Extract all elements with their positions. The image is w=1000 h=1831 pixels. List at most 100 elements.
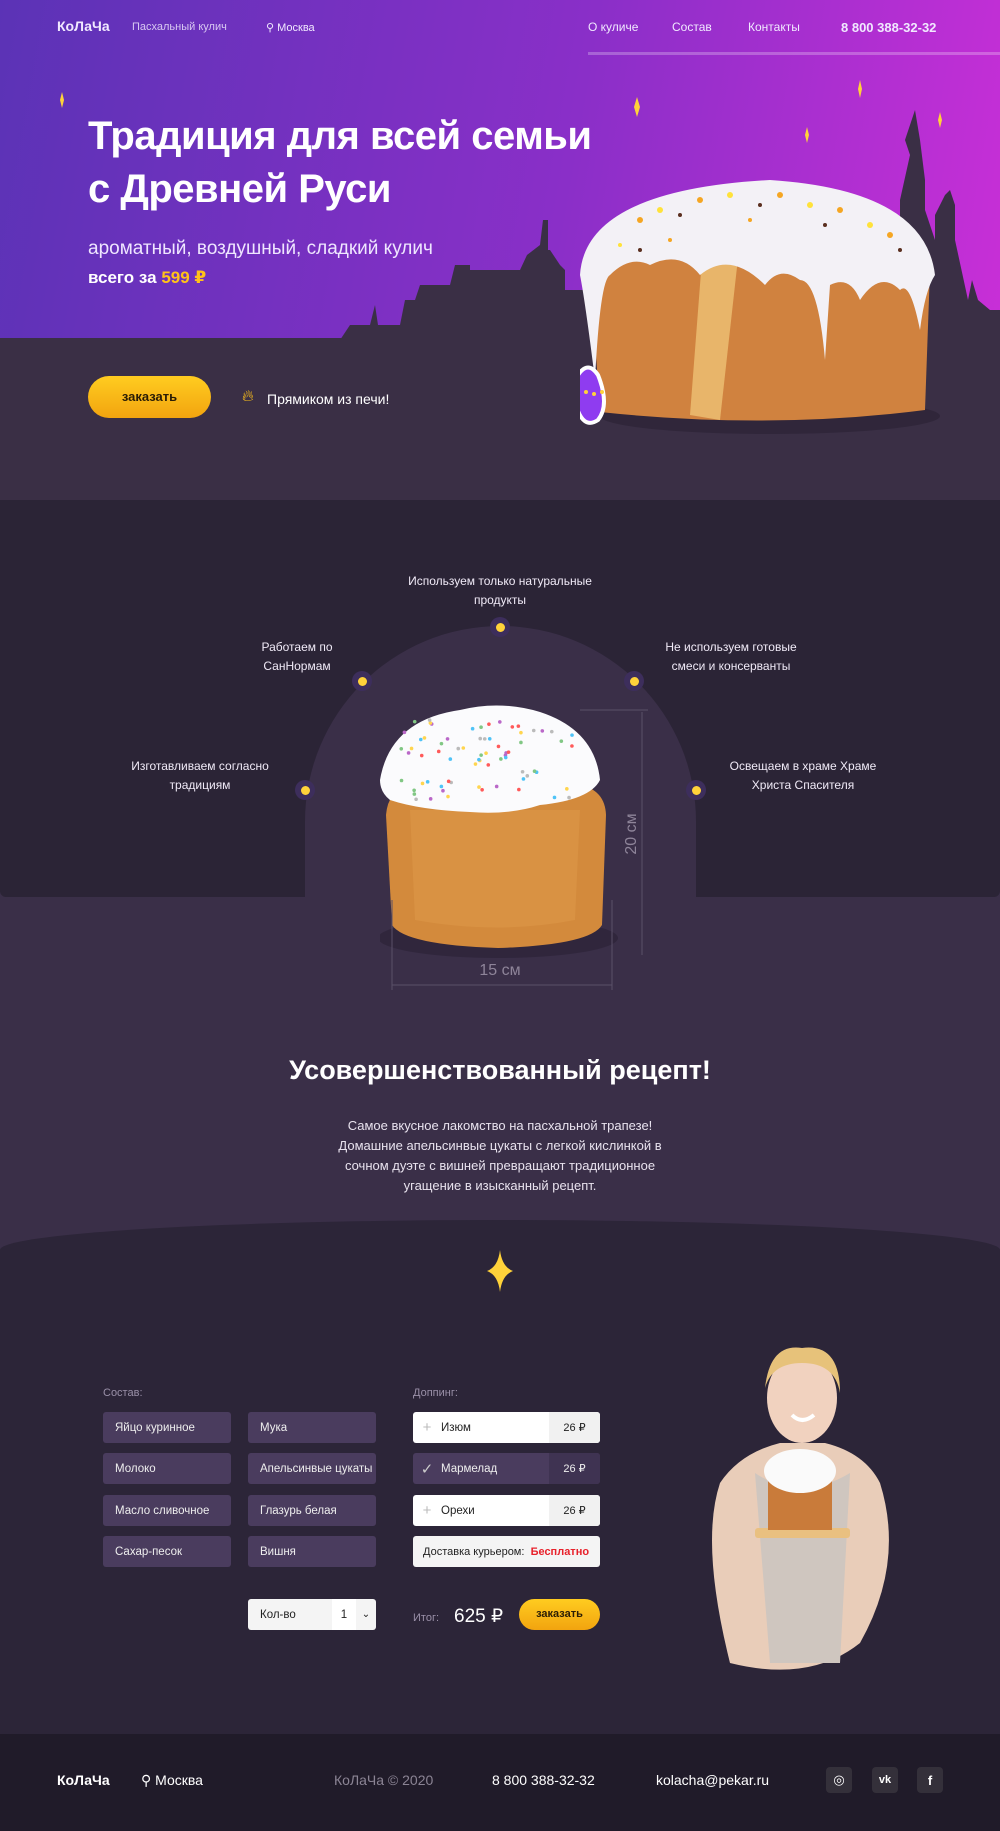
- facebook-icon[interactable]: f: [917, 1767, 943, 1793]
- sprinkle: [565, 787, 569, 791]
- sprinkle: [525, 774, 530, 778]
- hero-order-button[interactable]: заказать: [88, 376, 211, 418]
- ingredient-chip[interactable]: Сахар-песок: [103, 1536, 231, 1567]
- quantity-select[interactable]: Кол-во 1 ⌄: [248, 1599, 376, 1630]
- feature-dot: [686, 780, 706, 800]
- vk-icon[interactable]: vk: [872, 1767, 898, 1793]
- sprinkle: [436, 749, 441, 754]
- sprinkle: [559, 739, 564, 743]
- sprinkle: [487, 722, 491, 726]
- flame-icon: 🔥︎: [242, 388, 254, 405]
- feature-dot: [624, 671, 644, 691]
- sprinkle: [412, 788, 416, 793]
- feature-dot: [490, 617, 510, 637]
- sprinkle: [532, 769, 537, 774]
- sprinkle: [456, 746, 461, 751]
- sprinkle: [412, 719, 417, 724]
- sprinkle: [570, 733, 574, 737]
- sprinkle: [521, 777, 526, 781]
- topping-marmalade[interactable]: ✓ Мармелад 26 ₽: [413, 1453, 600, 1484]
- ingredients-label: Состав:: [103, 1387, 143, 1399]
- nav-about[interactable]: О куличе: [588, 20, 639, 34]
- tagline: Пасхальный кулич: [132, 21, 227, 33]
- sprinkle: [503, 755, 508, 760]
- topping-nuts[interactable]: + Орехи 26 ₽: [413, 1495, 600, 1526]
- topping-raisin[interactable]: + Изюм 26 ₽: [413, 1412, 600, 1443]
- order-button[interactable]: заказать: [519, 1599, 600, 1630]
- plus-icon: +: [422, 1419, 432, 1436]
- feature-dot: [295, 780, 315, 800]
- ingredient-chip[interactable]: Яйцо куринное: [103, 1412, 231, 1443]
- sprinkle: [402, 730, 407, 735]
- sprinkle: [419, 753, 424, 758]
- footer-phone[interactable]: 8 800 388-32-32: [492, 1772, 595, 1788]
- sprinkle: [487, 737, 492, 741]
- sprinkle: [473, 762, 478, 766]
- hero-kulich-image: [580, 180, 940, 434]
- sprinkle: [516, 724, 521, 728]
- location-pin-icon: ⚲: [141, 1772, 152, 1788]
- plus-icon: +: [422, 1502, 432, 1519]
- sprinkle: [531, 728, 536, 733]
- sprinkle: [506, 750, 511, 754]
- sprinkle: [428, 721, 433, 725]
- sprinkle: [519, 740, 523, 745]
- sprinkle: [486, 763, 491, 767]
- sprinkle: [418, 737, 423, 742]
- sprinkle: [412, 792, 417, 796]
- sprinkle: [567, 795, 571, 800]
- sprinkle: [422, 736, 427, 740]
- ingredient-chip[interactable]: Мука: [248, 1412, 376, 1443]
- footer-logo[interactable]: КоЛаЧа: [57, 1772, 110, 1788]
- ingredient-chip[interactable]: Глазурь белая: [248, 1495, 376, 1526]
- sprinkle: [517, 787, 521, 792]
- location-pin-icon: ⚲: [266, 22, 275, 34]
- feature-no-preservatives: Не используем готовые смеси и консервант…: [665, 640, 797, 673]
- sprinkle: [570, 744, 574, 748]
- sprinkle: [480, 787, 484, 792]
- ingredient-chip[interactable]: Масло сливочное: [103, 1495, 231, 1526]
- delivery-info: Доставка курьером: Бесплатно: [413, 1536, 600, 1567]
- city-selector[interactable]: ⚲ Москва: [266, 22, 315, 34]
- footer-email[interactable]: kolacha@pekar.ru: [656, 1772, 770, 1788]
- total-value: 625 ₽: [454, 1606, 504, 1627]
- sprinkle: [496, 744, 501, 749]
- logo[interactable]: КоЛаЧа: [57, 18, 110, 34]
- sprinkle: [477, 785, 481, 789]
- hero-subtitle: ароматный, воздушный, сладкий кулич: [88, 238, 433, 259]
- total-label: Итог:: [413, 1612, 440, 1624]
- stars-decoration: [60, 80, 942, 143]
- sprinkle: [446, 794, 450, 799]
- nav-contacts[interactable]: Контакты: [748, 20, 800, 34]
- nav-ingredients[interactable]: Состав: [672, 20, 712, 34]
- sprinkle: [461, 746, 466, 750]
- width-label: 15 см: [479, 962, 521, 979]
- sprinkle: [479, 725, 483, 730]
- height-label: 20 см: [623, 813, 640, 855]
- sprinkle: [441, 788, 445, 793]
- sprinkle: [482, 737, 487, 741]
- instagram-icon[interactable]: ◎: [826, 1767, 852, 1793]
- sprinkle: [420, 781, 425, 786]
- star-icon: [487, 1250, 513, 1292]
- sprinkle: [494, 784, 499, 789]
- sprinkle: [428, 797, 433, 801]
- feature-sannorms: Работаем по СанНормам: [261, 640, 333, 673]
- kulich-image: [380, 705, 648, 990]
- ingredient-chip[interactable]: Вишня: [248, 1536, 376, 1567]
- sprinkle: [445, 737, 450, 741]
- sprinkle: [549, 729, 554, 734]
- sprinkle: [399, 746, 404, 751]
- sprinkle: [540, 729, 545, 733]
- recipe-title: Усовершенствованный рецепт!: [289, 1055, 711, 1085]
- sprinkle: [414, 797, 418, 802]
- sprinkle: [409, 746, 414, 751]
- feature-blessed: Освещаем в храме Храме Христа Спасителя: [729, 759, 877, 792]
- header-phone[interactable]: 8 800 388-32-32: [841, 20, 937, 35]
- sprinkle: [499, 757, 503, 761]
- check-icon: ✓: [420, 1460, 434, 1478]
- ingredient-chip[interactable]: Молоко: [103, 1453, 231, 1484]
- sprinkle: [399, 778, 404, 783]
- topping-label: Доппинг:: [413, 1387, 458, 1399]
- ingredient-chip[interactable]: Апельсинвые цукаты: [248, 1453, 376, 1484]
